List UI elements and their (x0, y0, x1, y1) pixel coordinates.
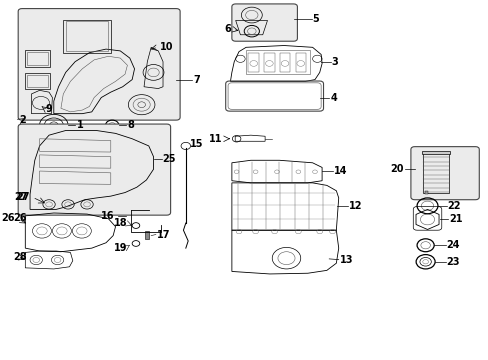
Text: 3: 3 (331, 57, 338, 67)
FancyBboxPatch shape (18, 9, 180, 120)
Bar (27, 75, 47, 87)
Bar (248, 53, 259, 72)
Text: 2: 2 (19, 115, 26, 125)
Text: 20: 20 (389, 164, 403, 174)
Text: 5: 5 (312, 14, 319, 24)
Text: 24: 24 (446, 240, 459, 250)
Bar (25, 73, 50, 89)
Text: 16: 16 (101, 211, 114, 221)
Text: 12: 12 (348, 201, 362, 211)
Text: 9: 9 (45, 104, 52, 114)
Bar (145, 231, 149, 239)
FancyBboxPatch shape (231, 4, 297, 41)
Text: 7: 7 (193, 75, 199, 85)
Text: 10: 10 (160, 42, 173, 51)
Text: 25: 25 (162, 154, 176, 164)
Text: 1: 1 (77, 120, 83, 130)
Text: 27: 27 (14, 192, 28, 202)
Bar (279, 53, 290, 72)
Text: 26: 26 (13, 213, 27, 223)
Text: 27: 27 (16, 192, 29, 202)
Bar (65, 22, 108, 51)
Bar (63, 20, 111, 53)
Text: 18: 18 (114, 218, 127, 228)
FancyBboxPatch shape (410, 147, 478, 200)
Text: 11: 11 (208, 134, 222, 144)
Text: 17: 17 (157, 230, 170, 239)
Text: 4: 4 (329, 93, 336, 103)
Bar (25, 50, 50, 67)
Bar (245, 50, 309, 74)
Text: 15: 15 (190, 139, 203, 149)
Text: 19: 19 (114, 243, 127, 253)
Bar (424, 192, 427, 194)
FancyBboxPatch shape (18, 124, 170, 215)
Text: 14: 14 (333, 166, 346, 176)
Text: 26: 26 (1, 213, 14, 223)
Bar (264, 53, 274, 72)
Text: 28: 28 (13, 252, 27, 262)
Text: 23: 23 (446, 257, 459, 267)
Text: 6: 6 (224, 24, 230, 34)
Text: 21: 21 (448, 215, 462, 224)
Text: 13: 13 (339, 255, 352, 265)
Bar (421, 150, 449, 154)
Text: 8: 8 (127, 120, 134, 130)
Text: 22: 22 (447, 201, 460, 211)
Bar (27, 51, 47, 65)
Bar (295, 53, 305, 72)
Bar (422, 152, 448, 193)
